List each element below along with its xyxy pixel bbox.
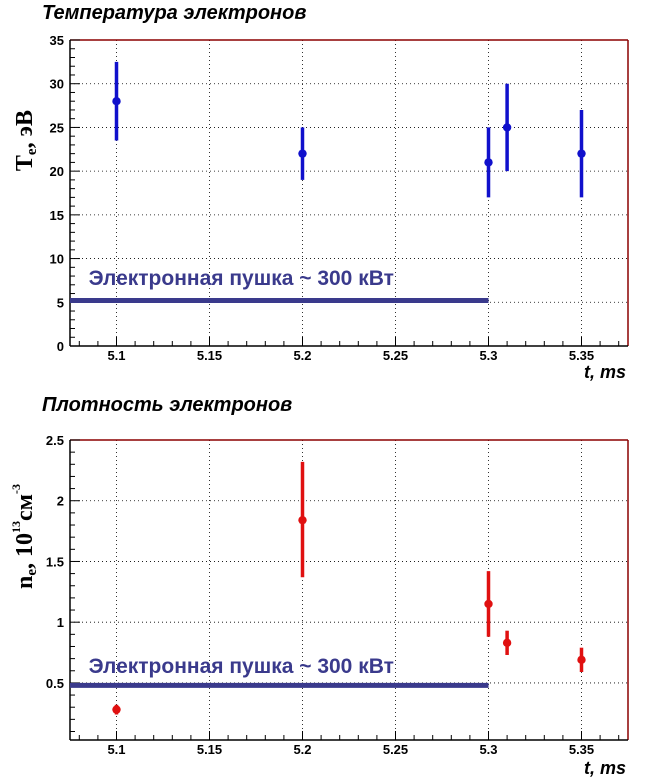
data-point [577, 647, 586, 672]
y-tick-label: 1.5 [46, 554, 64, 569]
y-axis-label-part: T [12, 155, 38, 171]
x-tick-label: 5.35 [569, 348, 594, 363]
point-marker [502, 638, 512, 648]
y-tick-label: 0 [57, 339, 64, 354]
data-point [502, 630, 512, 655]
point-marker [484, 158, 493, 167]
data-point [112, 704, 121, 715]
data-point [112, 61, 121, 141]
y-tick-label: 2 [57, 494, 64, 509]
density-chart-panel: Плотность электронов 5.1 5.15 5.2 5.25 5.3 5.… [0, 392, 652, 782]
x-tick-label: 5.3 [479, 742, 497, 757]
density-chart: 5.1 5.15 5.2 5.25 5.3 5.35 0.5 1 1.5 2 2.5 t, ms ne,… [9, 433, 629, 778]
y-axis-label-part: e [24, 569, 40, 576]
y-axis-label: ne, 1013см-3 [9, 484, 40, 589]
data-point [577, 109, 586, 198]
y-axis-label-part: , эВ [12, 110, 38, 148]
chart-title: Температура электронов [42, 2, 307, 24]
x-axis-label: t, ms [584, 758, 626, 778]
point-marker [298, 515, 307, 525]
point-marker [577, 655, 586, 665]
y-tick-label: 35 [50, 33, 64, 48]
point-marker [502, 123, 512, 132]
point-marker [484, 599, 493, 609]
y-tick-label: 15 [50, 208, 64, 223]
x-tick-label: 5.1 [107, 348, 125, 363]
electron-gun-label: Электронная пушка ~ 300 кВт [89, 267, 394, 290]
y-tick-label: 30 [50, 77, 64, 92]
chart-title: Плотность электронов [42, 394, 293, 416]
x-tick-label: 5.35 [569, 742, 594, 757]
data-point [298, 127, 307, 180]
point-marker [298, 149, 307, 158]
point-marker [112, 97, 121, 106]
y-tick-label: 10 [50, 252, 64, 267]
data-point [484, 127, 493, 198]
point-marker [112, 705, 121, 714]
y-axis-label-part: e [24, 148, 40, 155]
y-tick-label: 5 [57, 295, 64, 310]
x-tick-label: 5.15 [197, 742, 222, 757]
y-axis-label-part: см [12, 494, 38, 521]
x-tick-label: 5.15 [197, 348, 222, 363]
y-axis-label-part: -3 [9, 484, 23, 494]
y-axis-label-part: n [12, 576, 38, 589]
data-point [502, 83, 512, 172]
y-axis-label-part: 13 [9, 521, 23, 533]
x-tick-label: 5.1 [107, 742, 125, 757]
x-axis-label: t, ms [584, 362, 626, 382]
y-axis-label: Te, эВ [12, 110, 40, 171]
y-tick-label: 25 [50, 120, 64, 135]
y-axis-label-part: , 10 [12, 533, 38, 569]
data-point [484, 571, 493, 637]
x-tick-label: 5.3 [479, 348, 497, 363]
y-tick-label: 20 [50, 164, 64, 179]
x-tick-label: 5.25 [383, 348, 408, 363]
x-tick-label: 5.25 [383, 742, 408, 757]
y-tick-label: 0.5 [46, 676, 64, 691]
x-tick-label: 5.2 [293, 348, 311, 363]
temperature-chart: 5.1 5.15 5.2 5.25 5.3 5.35 0 5 10 15 20 25 30 35 t, ms… [12, 33, 629, 382]
y-tick-label: 2.5 [46, 433, 64, 448]
point-marker [577, 149, 586, 158]
x-tick-label: 5.2 [293, 742, 311, 757]
data-point [298, 461, 307, 578]
temperature-chart-panel: Температура электронов 5.1 5.15 5.2 5.25 5.3… [12, 2, 629, 382]
y-tick-label: 1 [57, 615, 64, 630]
electron-gun-label: Электронная пушка ~ 300 кВт [89, 655, 394, 678]
